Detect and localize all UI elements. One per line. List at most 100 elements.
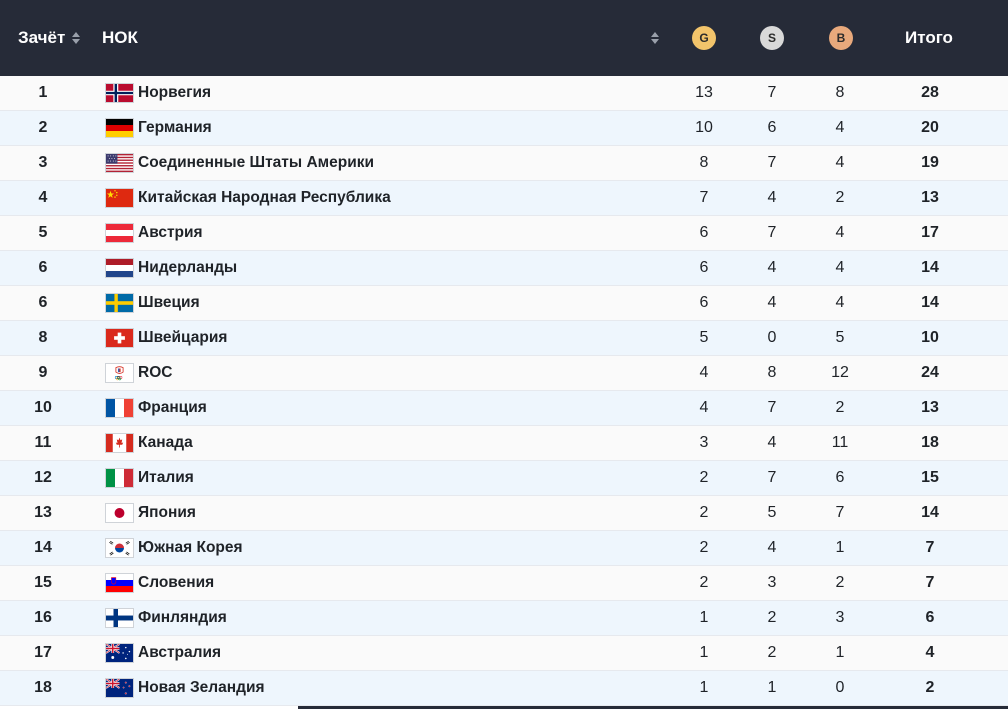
table-row[interactable]: 4 Китайская Народная Республика 7 4 2 13 <box>0 181 1008 216</box>
country-name[interactable]: ROC <box>138 364 173 381</box>
noc-cell: Словения <box>105 566 625 600</box>
noc-cell: Италия <box>105 461 625 495</box>
table-row[interactable]: 10 Франция 4 7 2 13 <box>0 391 1008 426</box>
country-name[interactable]: Швеция <box>138 294 200 311</box>
silver-count: 3 <box>767 574 777 591</box>
country-name[interactable]: Соединенные Штаты Америки <box>138 154 375 171</box>
gold-count: 5 <box>699 329 709 346</box>
gold-count: 1 <box>699 609 709 626</box>
rank-cell: 11 <box>34 434 52 451</box>
silver-count: 0 <box>767 329 777 346</box>
country-name[interactable]: Южная Корея <box>138 539 243 556</box>
gold-column-header[interactable]: G <box>692 0 716 76</box>
country-name[interactable]: Япония <box>138 504 196 521</box>
silver-count: 2 <box>767 609 777 626</box>
rank-cell: 3 <box>38 154 48 171</box>
bronze-count: 7 <box>835 504 845 521</box>
bronze-count: 4 <box>835 224 845 241</box>
bronze-count: 4 <box>835 119 845 136</box>
table-row[interactable]: 6 Нидерланды 6 4 4 14 <box>0 251 1008 286</box>
bronze-count: 4 <box>835 154 845 171</box>
rank-column-header[interactable]: Зачёт <box>18 0 81 76</box>
total-column-header[interactable]: Итого <box>905 0 953 76</box>
flag-australia-icon <box>105 643 134 663</box>
silver-column-header[interactable]: S <box>760 0 784 76</box>
total-header-label: Итого <box>905 28 953 47</box>
noc-cell: Нидерланды <box>105 251 625 285</box>
rank-cell: 15 <box>34 574 52 591</box>
table-row[interactable]: 9 ROC 4 8 12 24 <box>0 356 1008 391</box>
table-row[interactable]: 16 Финляндия 1 2 3 6 <box>0 601 1008 636</box>
rank-cell: 9 <box>38 364 48 381</box>
silver-count: 7 <box>767 224 777 241</box>
flag-usa-icon <box>105 153 134 173</box>
country-name[interactable]: Финляндия <box>138 609 227 626</box>
country-name[interactable]: Нидерланды <box>138 259 238 276</box>
table-row[interactable]: 5 Австрия 6 7 4 17 <box>0 216 1008 251</box>
bronze-count: 5 <box>835 329 845 346</box>
total-count: 28 <box>921 84 939 101</box>
total-count: 19 <box>921 154 939 171</box>
sort-icon[interactable] <box>72 32 81 44</box>
country-name[interactable]: Словения <box>138 574 215 591</box>
country-name[interactable]: Норвегия <box>138 84 212 101</box>
gold-count: 10 <box>695 119 713 136</box>
rank-header-label: Зачёт <box>18 28 66 47</box>
silver-count: 1 <box>767 679 777 696</box>
flag-south-korea-icon <box>105 538 134 558</box>
table-body: 1 Норвегия 13 7 8 28 2 Германия 10 6 4 20 3 Соединенн… <box>0 76 1008 706</box>
flag-austria-icon <box>105 223 134 243</box>
table-row[interactable]: 13 Япония 2 5 7 14 <box>0 496 1008 531</box>
table-row[interactable]: 18 Новая Зеландия 1 1 0 2 <box>0 671 1008 706</box>
gold-medal-icon: G <box>692 26 716 50</box>
flag-netherlands-icon <box>105 258 134 278</box>
gold-count: 2 <box>699 469 709 486</box>
country-name[interactable]: Франция <box>138 399 207 416</box>
table-row[interactable]: 11 Канада 3 4 11 18 <box>0 426 1008 461</box>
silver-count: 7 <box>767 399 777 416</box>
table-row[interactable]: 17 Австралия 1 2 1 4 <box>0 636 1008 671</box>
noc-cell: Франция <box>105 391 625 425</box>
rank-cell: 17 <box>34 644 52 661</box>
silver-count: 7 <box>767 84 777 101</box>
table-row[interactable]: 14 Южная Корея 2 4 1 7 <box>0 531 1008 566</box>
noc-cell: Финляндия <box>105 601 625 635</box>
sort-icon[interactable] <box>651 32 660 44</box>
noc-header-label: НОК <box>102 28 138 47</box>
country-name[interactable]: Германия <box>138 119 212 136</box>
silver-count: 4 <box>767 539 777 556</box>
noc-column-header[interactable]: НОК <box>102 0 138 76</box>
country-name[interactable]: Новая Зеландия <box>138 679 265 696</box>
noc-cell: Норвегия <box>105 76 625 110</box>
bronze-count: 2 <box>835 399 845 416</box>
total-count: 7 <box>925 574 935 591</box>
bronze-count: 1 <box>835 644 845 661</box>
country-name[interactable]: Китайская Народная Республика <box>138 189 391 206</box>
total-count: 13 <box>921 189 939 206</box>
silver-count: 7 <box>767 154 777 171</box>
country-name[interactable]: Австралия <box>138 644 222 661</box>
total-count: 20 <box>921 119 939 136</box>
table-row[interactable]: 15 Словения 2 3 2 7 <box>0 566 1008 601</box>
country-name[interactable]: Италия <box>138 469 194 486</box>
country-name[interactable]: Австрия <box>138 224 203 241</box>
table-row[interactable]: 8 Швейцария 5 0 5 10 <box>0 321 1008 356</box>
silver-count: 6 <box>767 119 777 136</box>
rank-cell: 12 <box>34 469 52 486</box>
total-count: 6 <box>925 609 935 626</box>
table-row[interactable]: 6 Швеция 6 4 4 14 <box>0 286 1008 321</box>
bronze-column-header[interactable]: B <box>829 0 853 76</box>
table-row[interactable]: 3 Соединенные Штаты Америки 8 7 4 19 <box>0 146 1008 181</box>
total-count: 15 <box>921 469 939 486</box>
table-row[interactable]: 12 Италия 2 7 6 15 <box>0 461 1008 496</box>
table-row[interactable]: 1 Норвегия 13 7 8 28 <box>0 76 1008 111</box>
noc-cell: Австрия <box>105 216 625 250</box>
country-name[interactable]: Канада <box>138 434 193 451</box>
total-count: 18 <box>921 434 939 451</box>
table-row[interactable]: 2 Германия 10 6 4 20 <box>0 111 1008 146</box>
country-name[interactable]: Швейцария <box>138 329 228 346</box>
noc-sort-button[interactable] <box>644 0 660 76</box>
table-header: Зачёт НОК G S B Итого <box>0 0 1008 76</box>
bronze-count: 12 <box>831 364 849 381</box>
